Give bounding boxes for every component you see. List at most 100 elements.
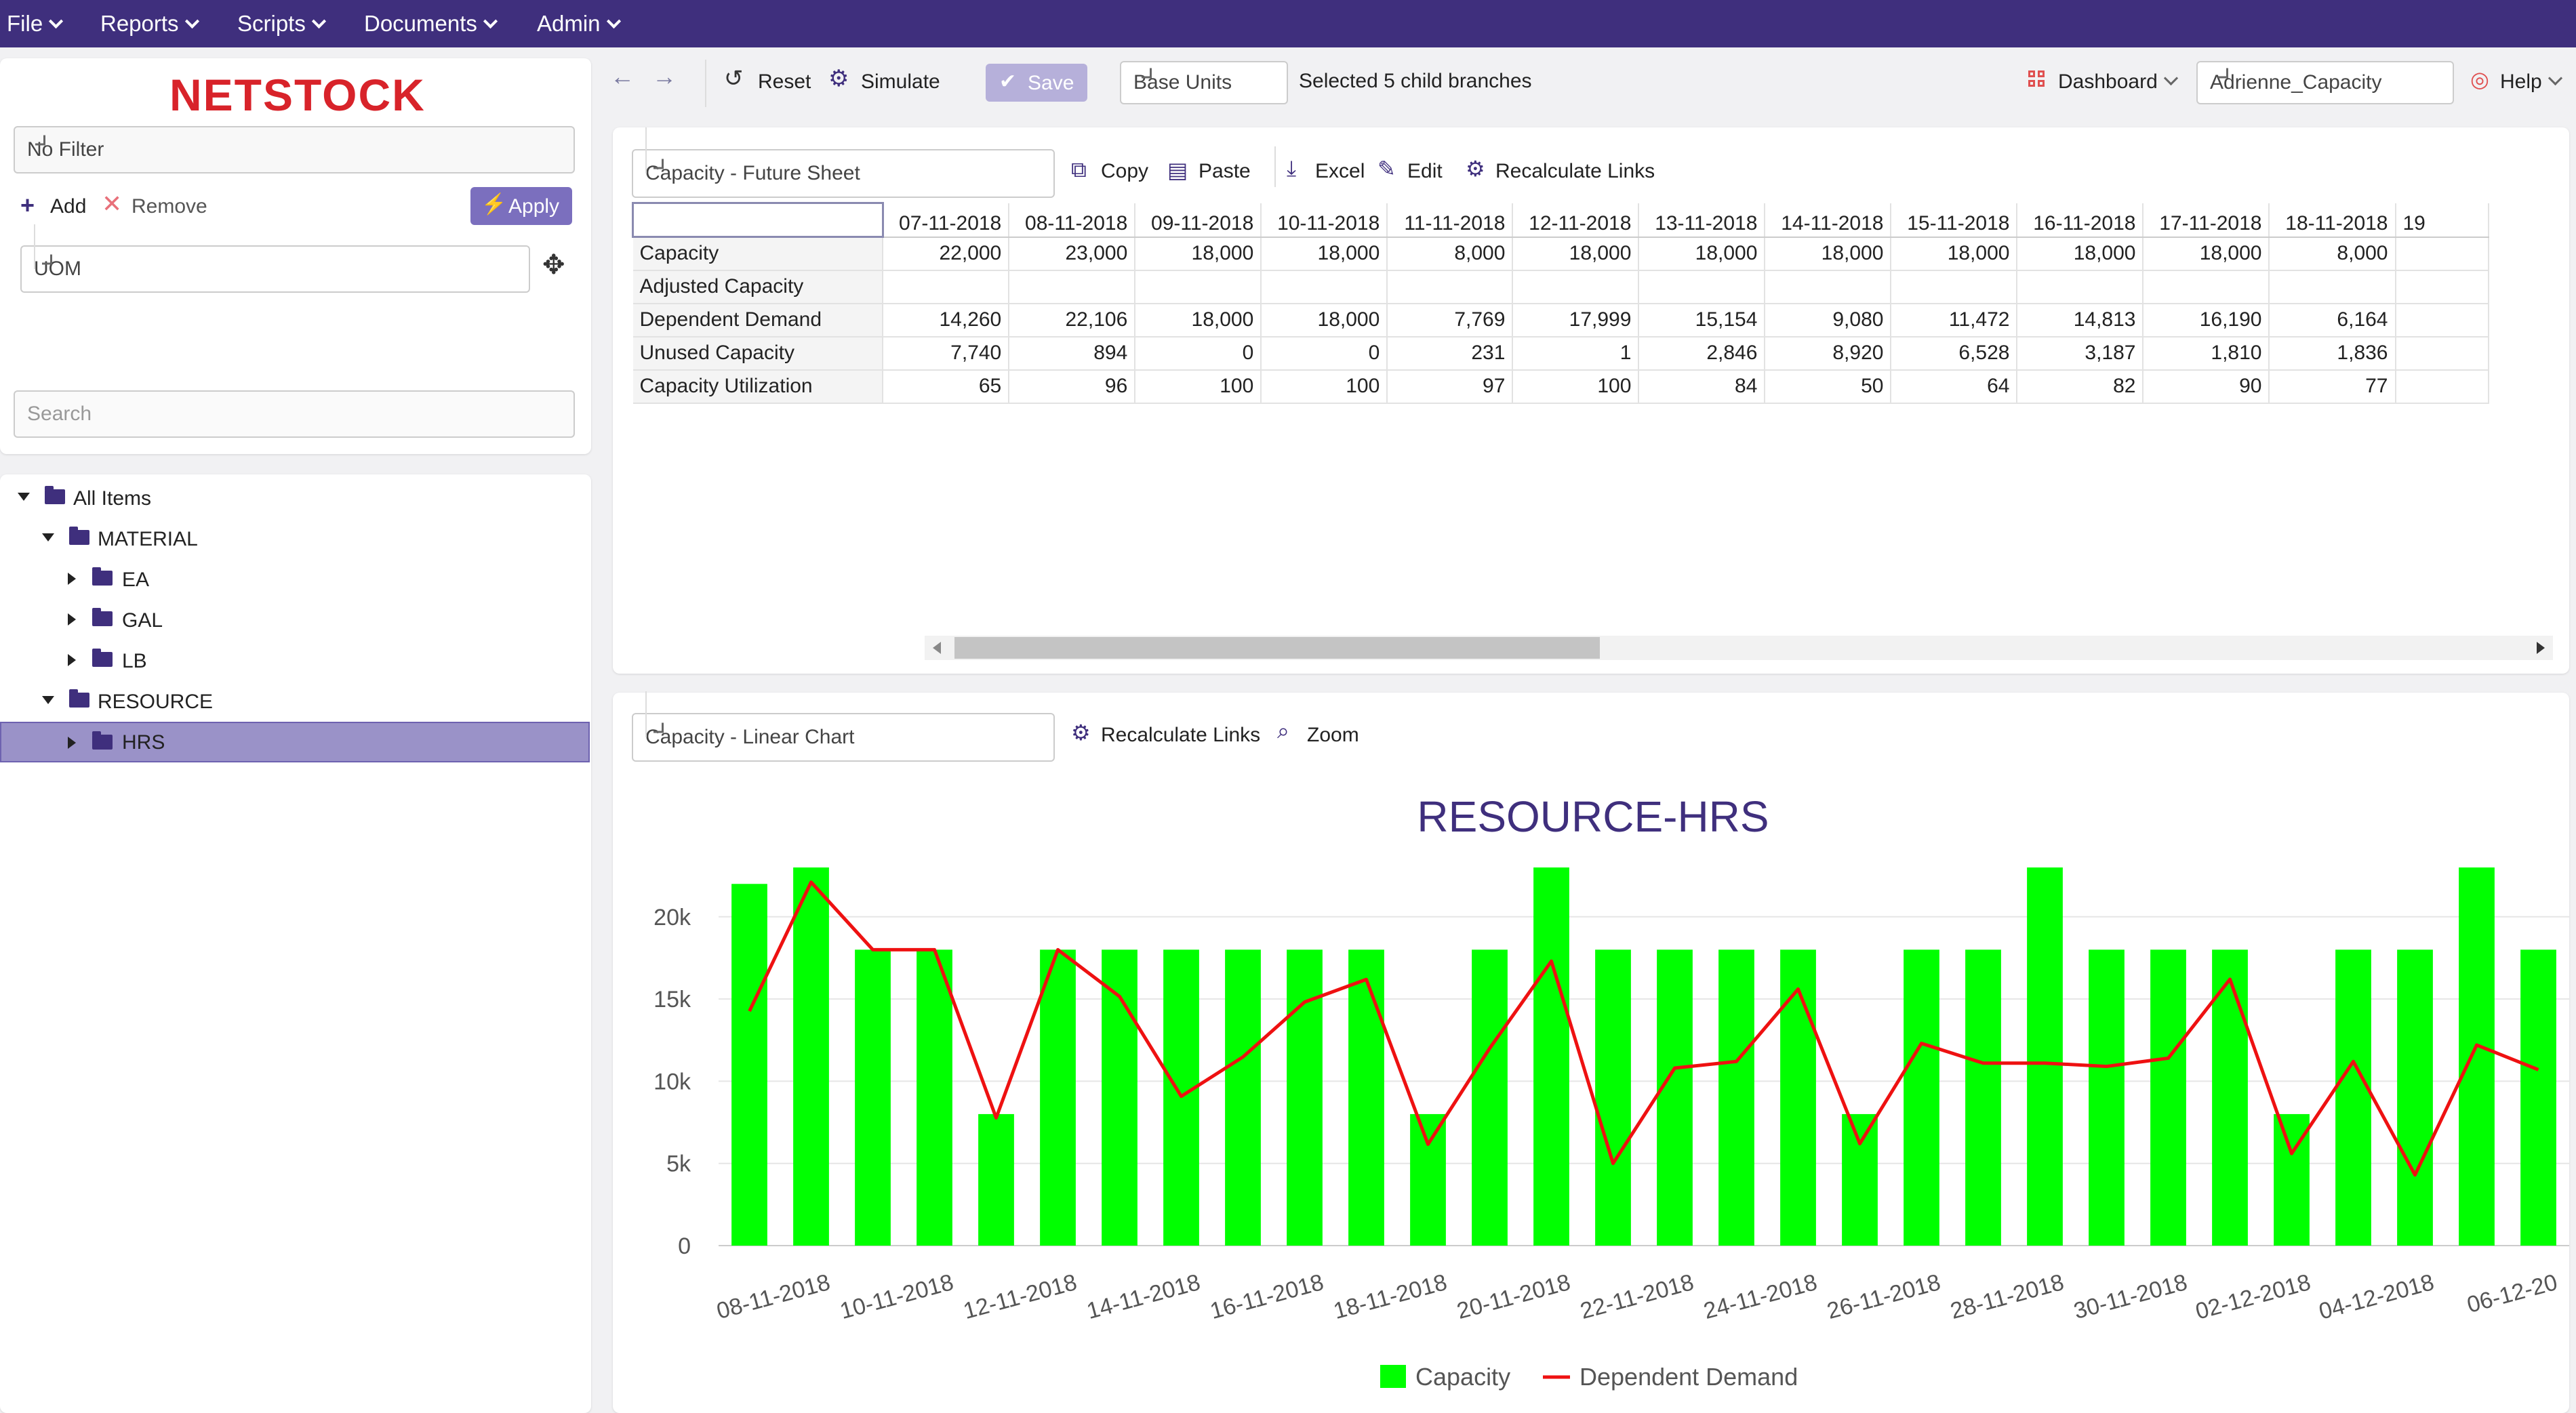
- grid-col-header[interactable]: 12-11-2018: [1512, 203, 1640, 238]
- capacity-bar[interactable]: [1348, 949, 1384, 1246]
- capacity-bar[interactable]: [1780, 949, 1816, 1246]
- user-config-select[interactable]: Adrienne_Capacity: [2196, 61, 2454, 104]
- grid-cell[interactable]: [2395, 303, 2489, 337]
- grid-cell[interactable]: 50: [1765, 369, 1892, 404]
- collapse-icon[interactable]: [68, 573, 76, 585]
- grid-cell[interactable]: 8,920: [1765, 336, 1892, 371]
- tree-node-gal[interactable]: GAL: [0, 600, 590, 640]
- tree-node-resource[interactable]: RESOURCE: [0, 681, 590, 722]
- grid-cell[interactable]: [2269, 270, 2396, 304]
- remove-button[interactable]: Remove: [132, 195, 207, 218]
- grid-cell[interactable]: 64: [1891, 369, 2018, 404]
- grid-cell[interactable]: 23,000: [1009, 237, 1136, 271]
- grid-cell[interactable]: [1765, 270, 1892, 304]
- grid-cell[interactable]: 18,000: [1261, 303, 1388, 337]
- capacity-bar[interactable]: [1410, 1113, 1446, 1246]
- grid-cell[interactable]: 1: [1512, 336, 1640, 371]
- grid-cell[interactable]: 18,000: [1512, 237, 1640, 271]
- expand-icon[interactable]: [42, 696, 54, 704]
- horizontal-scrollbar[interactable]: [925, 636, 2553, 660]
- grid-cell[interactable]: [1261, 270, 1388, 304]
- scrollbar-thumb[interactable]: [954, 637, 1600, 659]
- add-button[interactable]: Add: [50, 195, 87, 218]
- excel-button[interactable]: Excel: [1315, 160, 1365, 182]
- capacity-bar[interactable]: [917, 949, 952, 1246]
- grid-cell[interactable]: [1009, 270, 1136, 304]
- capacity-bar[interactable]: [731, 884, 767, 1246]
- legend-demand-label[interactable]: Dependent Demand: [1579, 1363, 1798, 1391]
- grid-cell[interactable]: 0: [1261, 336, 1388, 371]
- capacity-bar[interactable]: [1287, 949, 1323, 1246]
- apply-button[interactable]: ⚡ Apply: [470, 187, 572, 225]
- grid-cell[interactable]: 6,164: [2269, 303, 2396, 337]
- grid-cell[interactable]: 22,000: [883, 237, 1010, 271]
- scroll-right-icon[interactable]: [2537, 642, 2545, 654]
- grid-cell[interactable]: [2143, 270, 2270, 304]
- zoom-button[interactable]: Zoom: [1307, 724, 1359, 746]
- grid-cell[interactable]: 18,000: [2143, 237, 2270, 271]
- legend-capacity-swatch[interactable]: [1380, 1365, 1406, 1388]
- capacity-bar[interactable]: [2089, 949, 2125, 1246]
- grid-cell[interactable]: 18,000: [1135, 303, 1262, 337]
- grid-cell[interactable]: 96: [1009, 369, 1136, 404]
- grid-cell[interactable]: 0: [1135, 336, 1262, 371]
- grid-cell[interactable]: 7,769: [1387, 303, 1514, 337]
- tree-node-hrs[interactable]: HRS: [0, 722, 590, 762]
- grid-cell[interactable]: [1387, 270, 1514, 304]
- grid-cell[interactable]: 231: [1387, 336, 1514, 371]
- capacity-bar[interactable]: [978, 1113, 1014, 1246]
- grid-cell[interactable]: 894: [1009, 336, 1136, 371]
- capacity-bar[interactable]: [1718, 949, 1754, 1246]
- capacity-bar[interactable]: [1595, 949, 1631, 1246]
- menu-scripts[interactable]: Scripts: [237, 0, 326, 47]
- capacity-bar[interactable]: [2150, 949, 2186, 1246]
- grid-cell[interactable]: [2017, 270, 2144, 304]
- grid-cell[interactable]: 18,000: [2017, 237, 2144, 271]
- capacity-bar[interactable]: [1102, 949, 1138, 1246]
- grid-cell[interactable]: 1,836: [2269, 336, 2396, 371]
- capacity-bar[interactable]: [2335, 949, 2371, 1246]
- grid-cell[interactable]: 14,813: [2017, 303, 2144, 337]
- collapse-icon[interactable]: [68, 654, 76, 666]
- grid-cell[interactable]: 18,000: [1891, 237, 2018, 271]
- dashboard-button[interactable]: Dashboard: [2058, 70, 2178, 94]
- capacity-bar[interactable]: [2027, 867, 2063, 1246]
- grid-cell[interactable]: 18,000: [1135, 237, 1262, 271]
- grid-cell[interactable]: 15,154: [1638, 303, 1766, 337]
- grid-cell[interactable]: [883, 270, 1010, 304]
- grid-cell[interactable]: 8,000: [2269, 237, 2396, 271]
- grid-cell[interactable]: 16,190: [2143, 303, 2270, 337]
- back-arrow-icon[interactable]: ←: [610, 62, 635, 90]
- scroll-left-icon[interactable]: [933, 642, 941, 654]
- capacity-bar[interactable]: [2397, 949, 2433, 1246]
- grid-col-header[interactable]: 17-11-2018: [2143, 203, 2270, 238]
- grid-cell[interactable]: 7,740: [883, 336, 1010, 371]
- grid-cell[interactable]: 2,846: [1638, 336, 1766, 371]
- collapse-icon[interactable]: [68, 613, 76, 626]
- capacity-bar[interactable]: [1657, 949, 1693, 1246]
- capacity-bar[interactable]: [1472, 949, 1508, 1246]
- capacity-bar[interactable]: [2212, 949, 2248, 1246]
- help-button[interactable]: Help: [2500, 70, 2562, 94]
- menu-admin[interactable]: Admin: [537, 0, 621, 47]
- grid-cell[interactable]: 18,000: [1261, 237, 1388, 271]
- grid-cell[interactable]: [1891, 270, 2018, 304]
- save-button[interactable]: ✔ Save: [986, 64, 1087, 102]
- capacity-bar[interactable]: [855, 949, 891, 1246]
- grid-cell[interactable]: 9,080: [1765, 303, 1892, 337]
- expand-icon[interactable]: [42, 533, 54, 541]
- chart-selector[interactable]: Capacity - Linear Chart: [632, 691, 1055, 762]
- grid-cell[interactable]: 97: [1387, 369, 1514, 404]
- grid-cell[interactable]: 18,000: [1638, 237, 1766, 271]
- capacity-bar[interactable]: [1225, 949, 1261, 1246]
- tree-node-lb[interactable]: LB: [0, 640, 590, 681]
- capacity-bar[interactable]: [1533, 867, 1569, 1246]
- grid-cell[interactable]: 100: [1261, 369, 1388, 404]
- grid-cell[interactable]: 77: [2269, 369, 2396, 404]
- paste-button[interactable]: Paste: [1199, 160, 1251, 182]
- grid-col-header[interactable]: 19: [2395, 203, 2489, 238]
- grid-col-header[interactable]: 18-11-2018: [2269, 203, 2396, 238]
- capacity-bar[interactable]: [1842, 1113, 1878, 1246]
- grid-col-header[interactable]: 13-11-2018: [1638, 203, 1766, 238]
- recalculate-links-button[interactable]: Recalculate Links: [1495, 160, 1655, 182]
